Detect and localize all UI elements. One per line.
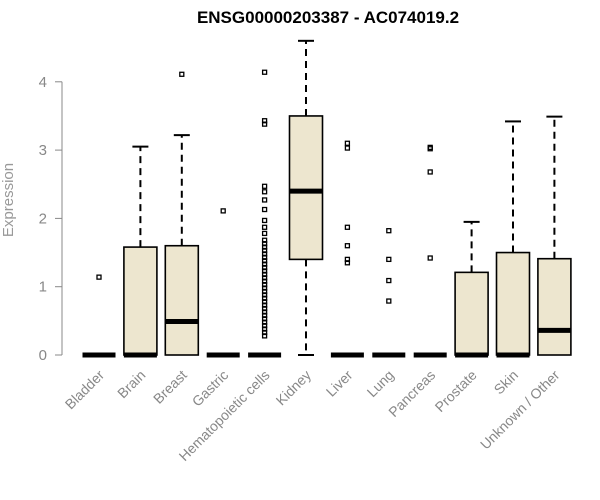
outlier-point <box>261 183 268 189</box>
y-axis: 0 1 2 3 4 <box>39 74 63 364</box>
outlier-point <box>261 189 268 195</box>
outlier-point <box>344 140 351 146</box>
box-group <box>123 145 158 358</box>
y-tick-label: 2 <box>39 210 47 227</box>
boxes-layer <box>82 39 572 358</box>
box-group <box>454 220 489 358</box>
y-tick-label: 1 <box>39 279 47 296</box>
box-group <box>330 140 364 358</box>
box-group <box>413 144 447 358</box>
y-tick-label: 4 <box>39 74 47 91</box>
outlier-point <box>386 228 392 234</box>
x-tick-label: Breast <box>150 367 190 407</box>
box-iqr <box>164 244 200 356</box>
outlier-point <box>96 274 102 280</box>
box-iqr <box>495 251 531 356</box>
x-tick-label: Liver <box>323 367 356 400</box>
y-tick-label: 0 <box>39 347 47 364</box>
box-group <box>537 115 572 356</box>
box-group <box>248 69 282 358</box>
box-group <box>372 228 406 358</box>
x-tick-label: Bladder <box>62 367 108 413</box>
outlier-point <box>261 206 268 213</box>
box-group <box>82 274 116 358</box>
outlier-point <box>261 224 268 230</box>
box-iqr <box>123 246 158 356</box>
outlier-point <box>427 169 433 175</box>
x-tick-label: Kidney <box>273 367 315 409</box>
box-iqr <box>537 257 572 356</box>
outlier-point <box>261 69 268 75</box>
outlier-point <box>386 298 392 304</box>
y-tick-label: 3 <box>39 142 47 159</box>
box-iqr <box>288 115 324 261</box>
outlier-point <box>344 256 351 263</box>
outlier-point <box>261 237 268 243</box>
x-tick-label: Lung <box>364 367 397 400</box>
outlier-point <box>344 243 351 249</box>
x-tick-label: Skin <box>491 367 522 398</box>
outlier-point <box>179 71 185 77</box>
box-group <box>206 208 240 358</box>
chart-title: ENSG00000203387 - AC074019.2 <box>197 8 459 27</box>
box-group <box>288 39 324 356</box>
outlier-point <box>220 208 226 214</box>
box-group <box>495 120 531 358</box>
outlier-point <box>386 256 392 263</box>
outlier-point <box>261 230 268 237</box>
outlier-point <box>427 255 433 261</box>
x-tick-label: Unknown / Other <box>477 367 563 453</box>
outlier-point <box>261 197 268 203</box>
outlier-point <box>261 118 268 124</box>
outlier-point <box>344 224 351 230</box>
x-tick-label: Brain <box>114 367 148 401</box>
x-tick-label: Prostate <box>432 367 480 415</box>
outlier-point <box>261 217 268 224</box>
outlier-point <box>386 277 392 284</box>
y-axis-label: Expression <box>0 163 17 237</box>
box-group <box>164 71 200 356</box>
box-iqr <box>454 271 489 356</box>
outlier-point <box>344 145 351 151</box>
outlier-point <box>427 144 433 151</box>
